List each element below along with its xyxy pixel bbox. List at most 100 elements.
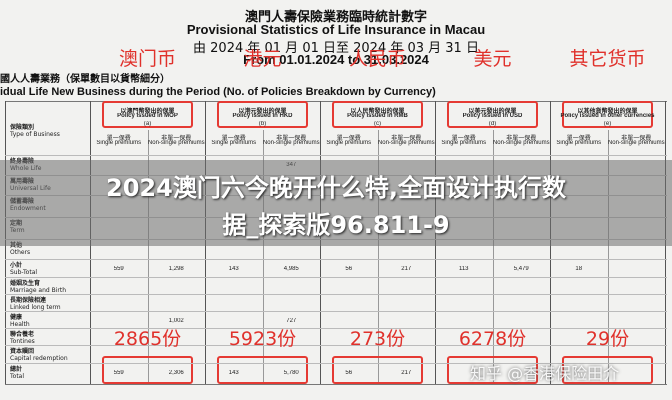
premium-type-en: Non-single premiums [377,140,435,146]
rule [607,130,609,384]
row-label-en: Capital redemption [10,355,68,362]
column-code: (a) [143,121,152,127]
column-header-en: Policy issued in other currencies [560,113,655,119]
premium-type-zh: 非單一保費 [161,135,192,142]
premium-type-zh: 非單一保費 [391,135,422,142]
row-label-zh: 健康 [10,314,23,321]
table-cell: 113 [458,266,469,272]
premium-type-en: Non-single premiums [147,140,205,146]
highlight-box [217,356,308,384]
column-header-en: Policy issued in RMB [347,113,408,119]
rule [377,130,379,384]
row-label-zh: 婚姻及生育 [10,280,41,287]
table-cell: 217 [401,370,412,376]
count-note: 6278份 [458,328,527,350]
title-zh: 澳門人壽保險業務臨時統計數字 [244,10,427,25]
column-code: (e) [603,121,612,127]
rule [5,345,667,346]
premium-type-zh: 單一保費 [221,135,246,142]
highlight-box [332,101,423,128]
title-en: Provisional Statistics of Life Insurance… [186,22,486,37]
premium-type-zh: 非單一保費 [506,135,537,142]
premium-type-en: Non-single premiums [607,140,665,146]
rule [5,277,667,278]
premium-type-en: Single premiums [96,140,142,146]
table-cell: 5,780 [283,370,299,376]
premium-type-zh: 非單一保費 [621,135,652,142]
premium-type-zh: 非單一保費 [276,135,307,142]
type-header-en: Type of Business [10,131,60,138]
table-cell: 4,985 [283,266,299,272]
column-header-en: Policy issued in HKD [232,113,293,119]
highlight-box [332,356,423,384]
highlight-box [447,101,538,128]
column-code: (b) [258,121,267,127]
currency-note: 港元 [243,48,282,70]
count-note: 273份 [349,328,406,350]
highlight-box [217,101,308,128]
rule [147,130,149,384]
table-cell: 143 [228,370,239,376]
table-cell: 2,306 [168,370,184,376]
premium-type-en: Single premiums [326,140,372,146]
premium-type-zh: 單一保費 [566,135,591,142]
row-label-zh: 聯合養老 [10,331,35,338]
table-cell: 18 [575,266,583,272]
premium-type-en: Single premiums [556,140,602,146]
table-cell: 559 [113,266,124,272]
column-header-zh: 以港元發出的保單 [238,108,287,115]
column-header-en: Policy issued in USD [462,113,523,119]
column-header-en: Policy issued in MOP [117,113,178,119]
row-label-zh: 小計 [10,262,23,269]
highlight-box [562,356,653,384]
column-header-zh: 以美元發出的保單 [468,108,517,115]
watermark: 知乎 @香港保险田介 [470,364,620,383]
row-label-en: Linked long term [10,304,61,311]
column-header-zh: 以澳門幣發出的保單 [120,108,175,115]
table-cell: 56 [345,370,353,376]
highlight-box [447,356,538,384]
count-note: 2865份 [113,328,182,350]
premium-type-en: Non-single premiums [492,140,550,146]
row-label-en: Health [10,321,30,328]
overlay-band [0,160,672,246]
column-header-zh: 以人民幣發出的保單 [350,108,405,115]
currency-note: 人民币 [348,48,406,70]
table-cell: 559 [113,370,124,376]
row-label-en: Sub-Total [10,269,38,276]
period-en: From 01.01.2024 to 31.03.2024 [243,52,429,67]
table-cell: 1,002 [168,318,184,324]
section-title-en: idual Life New Business during the Perio… [0,86,436,98]
premium-type-zh: 單一保費 [451,135,476,142]
rule [5,363,667,364]
row-label-en: Others [10,249,31,256]
column-code: (c) [374,121,381,127]
rule [5,384,667,385]
row-label-en: Marriage and Birth [10,287,67,294]
period-zh: 由 2024 年 01 月 01 日至 2024 年 03 月 31 日 [193,41,479,56]
row-label-zh: 總計 [10,366,23,373]
highlight-box [102,356,193,384]
currency-note: 美元 [473,48,512,70]
premium-type-zh: 單一保費 [336,135,361,142]
row-label-zh: 資本贖回 [10,348,35,355]
currency-note: 其它货币 [569,48,646,70]
row-label-zh: 長期保險相連 [10,297,47,304]
currency-note: 澳门币 [118,48,176,70]
rule [5,311,667,312]
highlight-box [102,101,193,128]
count-note: 5923份 [228,328,297,350]
table-cell: 1,298 [168,266,184,272]
highlight-box [562,101,653,128]
type-header-zh: 保險類別 [10,124,35,131]
table-cell: 143 [228,266,239,272]
row-label-en: Tontines [10,338,35,345]
column-header-zh: 以其他貨幣發出的保單 [577,108,638,115]
section-title-zh: 國人人壽業務（保單數目以貨幣細分） [0,74,170,85]
table-cell: 56 [345,266,353,272]
rule [5,259,667,260]
rule [492,130,494,384]
table-cell: 5,479 [513,266,529,272]
premium-type-zh: 單一保費 [106,135,131,142]
